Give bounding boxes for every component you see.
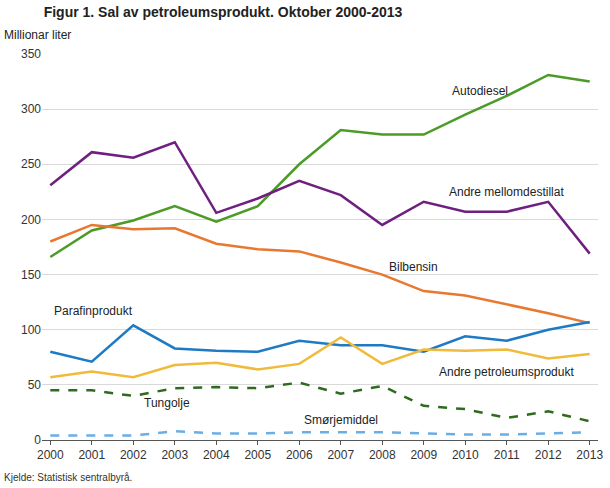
svg-text:Andre mellomdestillat: Andre mellomdestillat <box>449 185 564 199</box>
svg-text:2001: 2001 <box>78 448 105 462</box>
svg-text:2011: 2011 <box>494 448 520 462</box>
svg-text:2010: 2010 <box>452 448 479 462</box>
svg-text:2008: 2008 <box>369 448 396 462</box>
svg-text:2009: 2009 <box>410 448 437 462</box>
svg-text:200: 200 <box>21 213 41 227</box>
svg-text:2013: 2013 <box>576 448 603 462</box>
svg-text:50: 50 <box>28 378 42 392</box>
svg-text:150: 150 <box>21 268 41 282</box>
svg-text:Autodiesel: Autodiesel <box>452 84 508 98</box>
svg-text:Bilbensin: Bilbensin <box>389 260 438 274</box>
svg-text:Kjelde: Statistisk sentralbyrå: Kjelde: Statistisk sentralbyrå. <box>4 472 132 483</box>
svg-text:2006: 2006 <box>286 448 313 462</box>
svg-text:Figur 1. Sal av petroleumsprod: Figur 1. Sal av petroleumsprodukt. Oktob… <box>44 4 403 20</box>
svg-text:100: 100 <box>21 323 41 337</box>
svg-text:2000: 2000 <box>37 448 64 462</box>
svg-text:2007: 2007 <box>327 448 354 462</box>
svg-text:2002: 2002 <box>120 448 147 462</box>
svg-text:350: 350 <box>21 47 41 61</box>
svg-text:0: 0 <box>34 433 41 447</box>
svg-text:2003: 2003 <box>161 448 188 462</box>
svg-text:Tungolje: Tungolje <box>144 396 190 410</box>
svg-text:Andre petroleumsprodukt: Andre petroleumsprodukt <box>439 365 574 379</box>
svg-text:2005: 2005 <box>244 448 271 462</box>
svg-text:Parafinprodukt: Parafinprodukt <box>54 304 133 318</box>
svg-text:Smørjemiddel: Smørjemiddel <box>304 413 378 427</box>
svg-text:Millionar liter: Millionar liter <box>4 28 71 42</box>
svg-text:250: 250 <box>21 157 41 171</box>
svg-text:2012: 2012 <box>535 448 562 462</box>
svg-text:300: 300 <box>21 102 41 116</box>
svg-text:2004: 2004 <box>203 448 230 462</box>
